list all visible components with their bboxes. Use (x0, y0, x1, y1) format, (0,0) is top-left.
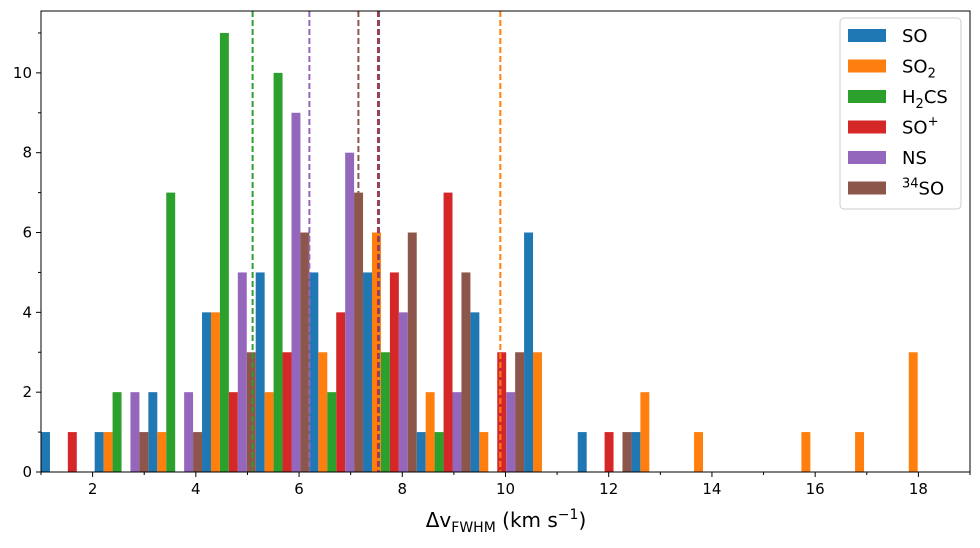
bar-34so-10 (622, 432, 632, 472)
x-tick-label-2: 2 (88, 480, 98, 498)
bar-34so-2 (193, 432, 203, 472)
x-tick-label-18: 18 (909, 480, 928, 498)
bar-so2-5 (318, 352, 328, 472)
bar-h2cs-2 (166, 192, 176, 472)
bar-h2cs-1 (112, 392, 122, 472)
x-tick-label-6: 6 (294, 480, 304, 498)
x-axis-label-sub: FWHM (451, 520, 496, 536)
bar-so2-4 (264, 392, 274, 472)
bar-ns-5 (345, 152, 355, 473)
x-tick-label-4: 4 (191, 480, 201, 498)
x-axis-label-unit: (km s (496, 508, 558, 532)
bar-so+-5 (336, 312, 346, 472)
bar-34so-7 (461, 272, 471, 472)
bar-ns-4 (291, 112, 301, 472)
bar-so-5 (309, 272, 319, 472)
x-tick-label-8: 8 (398, 480, 408, 498)
bar-so+-4 (282, 352, 292, 472)
x-axis-label: ΔvFWHM (km s−1) (426, 507, 587, 536)
y-tick-label-4: 4 (22, 303, 32, 321)
y-tick-label-0: 0 (22, 463, 32, 481)
legend-swatch-so2 (848, 59, 886, 73)
legend-swatch-so (848, 29, 886, 42)
bar-so+-6 (389, 272, 399, 472)
bar-so2-3 (210, 312, 220, 472)
bar-34so-8 (515, 352, 525, 472)
bar-so+-7 (443, 192, 453, 472)
bar-so-11 (631, 432, 641, 472)
bar-34so-1 (139, 432, 149, 472)
x-axis-label-delta: Δv (426, 508, 452, 532)
x-tick-label-14: 14 (702, 480, 721, 498)
bar-34so-6 (407, 232, 417, 472)
x-tick-label-16: 16 (806, 480, 825, 498)
bar-h2cs-7 (434, 432, 444, 472)
x-tick-label-10: 10 (496, 480, 515, 498)
bar-so-9 (524, 232, 534, 472)
y-tick-label-10: 10 (13, 64, 32, 82)
bar-so-6 (363, 272, 372, 472)
bar-so2-6 (371, 232, 381, 472)
legend-label-so+: SO+ (902, 115, 939, 139)
bar-so+-0 (67, 432, 77, 472)
bars-group (41, 32, 918, 473)
bar-so+-10 (604, 432, 614, 472)
bar-34so-5 (354, 192, 364, 472)
legend-label-h2cs: H2CS (902, 87, 948, 112)
bar-h2cs-5 (327, 392, 337, 472)
bar-34so-3 (246, 352, 256, 472)
bar-so-2 (148, 392, 158, 472)
bar-ns-1 (130, 392, 140, 472)
bar-so2-8 (479, 432, 489, 472)
bar-ns-3 (237, 272, 247, 472)
bar-so-7 (416, 432, 426, 472)
bar-h2cs-6 (380, 352, 390, 472)
bar-34so-4 (300, 232, 310, 472)
legend-label-so2: SO2 (902, 57, 936, 82)
bar-so+-8 (497, 352, 507, 472)
bar-so-8 (470, 312, 480, 472)
mean-lines-group (251, 11, 502, 472)
bar-so2-15 (855, 432, 865, 472)
bar-so-10 (577, 432, 587, 472)
bar-h2cs-3 (219, 32, 229, 472)
bar-so2-12 (694, 432, 703, 472)
legend: SO SO2 H2CS SO+ NS 34SO (839, 17, 962, 210)
legend-swatch-so+ (848, 120, 886, 134)
ticks-group: 2 4 6 8 10 12 14 16 18 0 2 4 6 8 10 (13, 32, 971, 498)
y-tick-label-8: 8 (22, 144, 32, 162)
legend-swatch-34so (848, 181, 886, 195)
x-axis-label-close: ) (578, 508, 586, 532)
bar-so2-14 (801, 432, 811, 472)
legend-swatch-h2cs (848, 90, 886, 103)
y-tick-label-6: 6 (22, 224, 32, 242)
legend-label-so: SO (902, 26, 928, 47)
x-axis-label-sup: −1 (558, 507, 579, 523)
bar-ns-2 (184, 392, 194, 472)
bar-so-4 (255, 272, 265, 472)
bar-so+-3 (228, 392, 238, 472)
x-tick-label-12: 12 (599, 480, 618, 498)
bar-ns-7 (452, 392, 462, 472)
bar-ns-8 (506, 392, 516, 472)
bar-ns-6 (398, 312, 408, 472)
bar-so2-1 (103, 432, 113, 472)
legend-label-ns: NS (902, 148, 927, 169)
bar-so2-16 (908, 352, 918, 472)
bar-so2-11 (640, 392, 650, 472)
legend-label-34so: 34SO (902, 177, 944, 200)
bar-so-1 (94, 432, 104, 472)
bar-h2cs-4 (273, 72, 283, 473)
y-tick-label-2: 2 (22, 383, 32, 401)
bar-so2-9 (533, 352, 542, 472)
bar-so2-2 (157, 432, 167, 472)
bar-so-3 (202, 312, 211, 472)
bar-so2-7 (425, 392, 435, 472)
bar-so-0 (41, 432, 50, 472)
legend-swatch-ns (848, 151, 886, 164)
